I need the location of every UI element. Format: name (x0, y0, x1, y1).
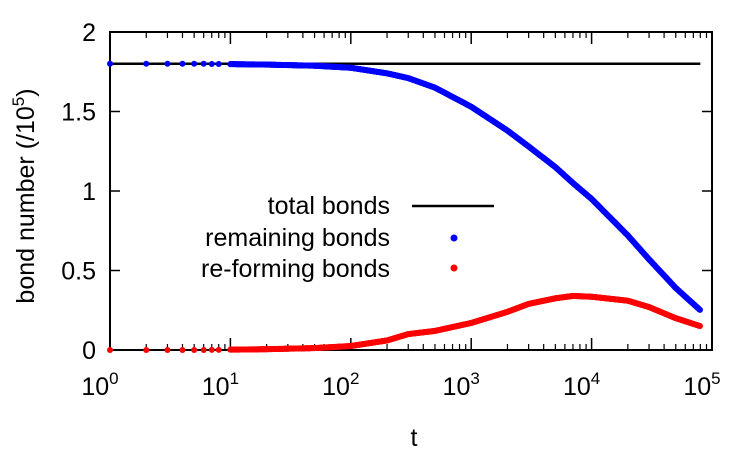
x-tick-exponent: 2 (350, 369, 359, 388)
data-point (164, 60, 171, 67)
x-tick-label: 105 (683, 369, 720, 401)
data-point (143, 60, 150, 67)
x-tick-exponent: 3 (470, 369, 479, 388)
legend-swatch-remaining-bonds (450, 234, 458, 242)
x-tick-label: 101 (202, 369, 239, 401)
data-point (215, 60, 222, 67)
x-tick-label: 103 (443, 369, 480, 401)
x-tick-exponent: 4 (591, 369, 600, 388)
data-point (107, 60, 113, 67)
data-point (164, 347, 171, 353)
data-point (200, 347, 207, 353)
legend-swatch-re-forming-bonds (450, 264, 458, 272)
data-point (191, 60, 198, 67)
data-point (143, 347, 150, 353)
data-point (200, 60, 207, 67)
x-tick-label: 102 (322, 369, 359, 401)
y-axis-title-suffix: ) (12, 88, 40, 96)
series-remaining-bonds (107, 60, 703, 313)
data-point (191, 347, 198, 353)
data-point (696, 323, 703, 330)
data-point (179, 347, 186, 353)
series-re-forming-bonds (107, 292, 703, 353)
x-tick-base: 10 (202, 373, 230, 401)
x-tick-label: 104 (563, 369, 600, 401)
x-tick-exponent: 1 (230, 369, 239, 388)
data-point (208, 60, 215, 67)
y-tick-label: 0 (82, 337, 96, 365)
series-layer (107, 60, 703, 353)
x-tick-base: 10 (563, 373, 591, 401)
legend-label-re-forming-bonds: re-forming bonds (201, 255, 390, 283)
legend: total bonds remaining bonds re-forming b… (201, 192, 494, 283)
data-point (107, 347, 113, 353)
data-point (179, 60, 186, 67)
x-tick-label: 100 (81, 369, 118, 401)
data-point (215, 346, 222, 353)
y-tick-label: 1.5 (61, 99, 96, 127)
data-point (208, 346, 215, 353)
x-axis-title: t (411, 424, 418, 452)
x-tick-exponent: 0 (109, 369, 118, 388)
y-axis-title-exponent: 5 (9, 97, 28, 106)
x-tick-base: 10 (81, 373, 109, 401)
y-tick-label: 1 (82, 178, 96, 206)
y-axis-title: bond number (/105) (9, 88, 40, 303)
x-tick-base: 10 (443, 373, 471, 401)
x-tick-exponent: 5 (711, 369, 720, 388)
legend-label-remaining-bonds: remaining bonds (205, 224, 390, 252)
legend-label-total-bonds: total bonds (268, 192, 390, 220)
y-tick-label: 0.5 (61, 258, 96, 286)
x-tick-base: 10 (322, 373, 350, 401)
y-tick-label: 2 (82, 19, 96, 47)
data-point (696, 306, 703, 313)
x-tick-base: 10 (683, 373, 711, 401)
